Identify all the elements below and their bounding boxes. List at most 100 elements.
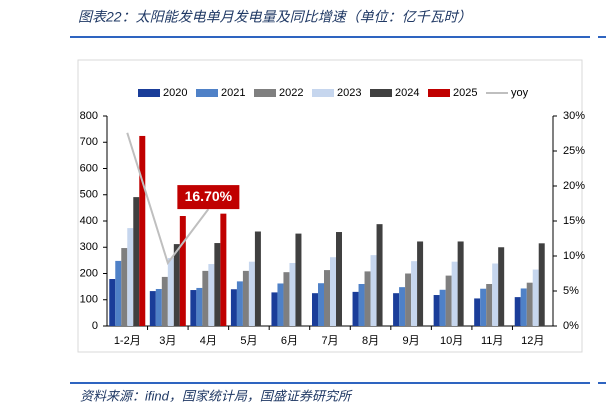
- y-tick-label: 500: [80, 189, 98, 201]
- bar: [190, 290, 197, 326]
- legend-key: [370, 89, 392, 97]
- y-tick-label: 300: [80, 241, 98, 253]
- bar: [214, 243, 221, 326]
- y2-tick-label: 30%: [563, 110, 585, 122]
- bar: [155, 288, 162, 326]
- legend-key: [196, 89, 218, 97]
- bar: [179, 216, 186, 326]
- bar: [376, 224, 383, 326]
- bar: [445, 275, 452, 326]
- bar: [336, 232, 342, 326]
- bar: [370, 255, 377, 326]
- bar: [208, 264, 215, 326]
- bar: [295, 233, 302, 326]
- bar: [242, 270, 249, 326]
- legend-label: 2022: [279, 87, 303, 99]
- legend-key: [428, 89, 450, 97]
- bar: [486, 284, 493, 326]
- x-tick-label: 3月: [159, 335, 176, 347]
- bar: [439, 289, 446, 326]
- legend-key: [138, 89, 160, 97]
- bar: [289, 263, 296, 326]
- bar: [451, 261, 458, 326]
- x-tick-label: 5月: [240, 335, 257, 347]
- chart-title: 图表22：太阳能发电单月发电量及同比增速（单位：亿千瓦时）: [78, 9, 472, 25]
- bar: [133, 197, 140, 326]
- bar: [457, 241, 464, 326]
- source: 资料来源：ifind，国家统计局，国盛证券研究所: [80, 388, 353, 403]
- bar: [498, 247, 505, 326]
- x-tick-label: 9月: [403, 335, 420, 347]
- bar: [318, 283, 324, 326]
- x-tick-label: 4月: [200, 335, 217, 347]
- y-tick-label: 700: [80, 136, 98, 148]
- bar: [514, 297, 521, 326]
- bar: [161, 276, 168, 326]
- x-tick-label: 8月: [362, 335, 379, 347]
- bar: [127, 228, 134, 326]
- x-tick-label: 6月: [281, 335, 298, 347]
- x-tick-label: 7月: [321, 335, 338, 347]
- x-tick-label: 10月: [440, 335, 463, 347]
- bar: [358, 284, 365, 326]
- bar: [526, 282, 533, 326]
- y-tick-label: 200: [80, 267, 98, 279]
- bar: [405, 273, 412, 326]
- legend-label: 2021: [221, 87, 245, 99]
- bar: [411, 261, 418, 326]
- legend-label: 2025: [453, 87, 477, 99]
- bar: [277, 283, 284, 326]
- bar: [324, 270, 330, 326]
- bar: [532, 269, 539, 326]
- bar: [196, 287, 203, 326]
- chart-frame: [77, 59, 583, 353]
- y2-tick-label: 25%: [563, 145, 585, 157]
- yoy-line: [126, 132, 210, 266]
- bar: [364, 271, 371, 326]
- legend-label: yoy: [511, 87, 529, 99]
- bar: [115, 260, 122, 326]
- y2-tick-label: 5%: [563, 285, 579, 297]
- bar: [202, 270, 209, 326]
- bar: [393, 293, 400, 326]
- value-label: 16.70%: [185, 188, 233, 204]
- bar: [474, 298, 481, 326]
- y-tick-label: 600: [80, 162, 98, 174]
- bar: [330, 257, 336, 326]
- x-tick-label: 12月: [521, 335, 544, 347]
- bar: [433, 295, 440, 326]
- bar: [167, 258, 174, 326]
- bar: [173, 244, 180, 326]
- value-label-box: [177, 185, 240, 210]
- x-tick-label: 11月: [481, 335, 503, 347]
- bar: [283, 272, 290, 326]
- y-tick-label: 400: [80, 215, 98, 227]
- bar: [312, 293, 318, 326]
- legend-label: 2024: [395, 87, 419, 99]
- y-tick-label: 0: [92, 320, 98, 332]
- bar: [352, 291, 359, 326]
- y-tick-label: 100: [80, 294, 98, 306]
- bar: [520, 288, 527, 326]
- bar: [254, 231, 261, 326]
- bar: [139, 135, 146, 326]
- bar: [220, 213, 227, 326]
- y2-tick-label: 0%: [563, 320, 579, 332]
- bar: [480, 288, 487, 326]
- bar: [492, 263, 499, 326]
- legend-label: 2023: [337, 87, 361, 99]
- legend-label: 2020: [163, 87, 187, 99]
- bar: [271, 292, 278, 326]
- bar: [236, 281, 243, 326]
- y2-tick-label: 10%: [563, 250, 585, 262]
- bar: [109, 279, 116, 326]
- bar: [248, 261, 255, 326]
- bar: [399, 287, 406, 326]
- bar: [538, 243, 545, 326]
- bar: [417, 241, 424, 326]
- y-tick-label: 800: [80, 110, 98, 122]
- y2-tick-label: 20%: [563, 180, 585, 192]
- bar: [121, 248, 128, 326]
